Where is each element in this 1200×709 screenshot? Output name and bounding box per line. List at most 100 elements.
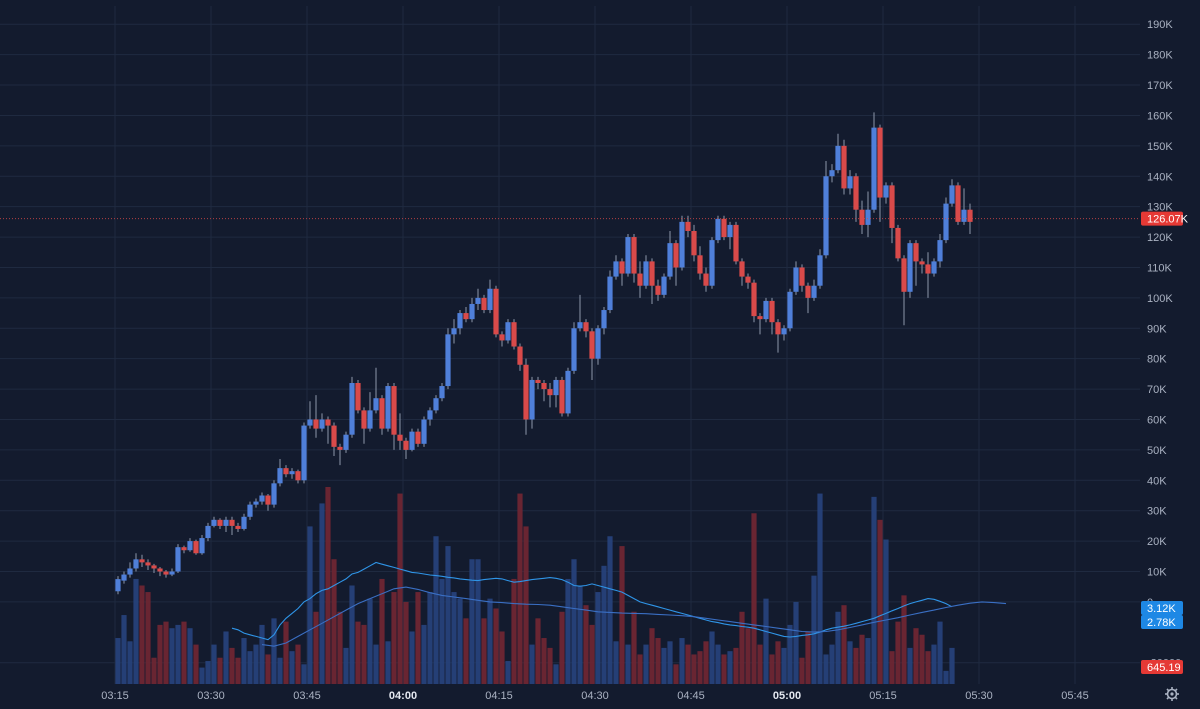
candle [487, 279, 493, 314]
candle-body [583, 322, 589, 332]
y-tick-label: 150K [1147, 141, 1173, 153]
settings-button[interactable] [1165, 687, 1179, 701]
last-price-badge-label: 126.07K [1147, 214, 1189, 226]
candle-body [571, 328, 577, 371]
candle [673, 240, 679, 286]
candle-body [157, 568, 163, 572]
volume-bar [691, 654, 697, 684]
x-tick-label: 05:30 [965, 690, 993, 702]
x-tick-label: 04:30 [581, 690, 609, 702]
volume-bar [613, 641, 619, 684]
candle-body [631, 237, 637, 274]
volume-bar [895, 621, 901, 684]
candle-body [811, 285, 817, 298]
volume-bar [943, 670, 949, 684]
candle [595, 325, 601, 365]
candle-body [769, 300, 775, 323]
candle [139, 554, 145, 567]
volume-bar [427, 592, 433, 684]
volume-bar [325, 487, 331, 684]
x-tick-label: 03:30 [197, 690, 225, 702]
y-tick-label: 100K [1147, 293, 1173, 305]
volume-bar [211, 644, 217, 684]
candle [301, 422, 307, 484]
candle [955, 182, 961, 225]
candle-body [247, 504, 253, 517]
volume-bar [121, 615, 127, 684]
y-tick-label: 60K [1147, 414, 1167, 426]
candle [679, 215, 685, 271]
volume-bar [271, 618, 277, 684]
candle [589, 328, 595, 380]
candle [115, 576, 121, 595]
y-tick-label: 70K [1147, 384, 1167, 396]
volume-bar [655, 638, 661, 684]
candle [517, 343, 523, 371]
candle-body [523, 364, 529, 420]
y-tick-label: 190K [1147, 19, 1173, 31]
volume-bar [133, 578, 139, 684]
candle-body [427, 410, 433, 420]
candle [133, 553, 139, 572]
candle-body [871, 127, 877, 210]
candle [715, 215, 721, 244]
candle [571, 322, 577, 374]
candle-body [949, 185, 955, 204]
candle-body [679, 221, 685, 268]
volume-bar [571, 559, 577, 684]
candle [913, 240, 919, 286]
volume-bar [391, 592, 397, 684]
x-tick-label: 04:45 [677, 690, 705, 702]
volume-bar [193, 644, 199, 684]
candle [211, 516, 217, 528]
volume-ma-fast-badge-label: 3.12K [1147, 603, 1176, 615]
volume-bar [673, 664, 679, 684]
volume-ma-fast-badge: 3.12K [1141, 601, 1183, 615]
candle [619, 258, 625, 286]
candle-body [781, 328, 787, 335]
candle-body [469, 303, 475, 320]
volume-bar [127, 641, 133, 684]
volume-bar [463, 618, 469, 684]
candle-body [931, 261, 937, 274]
candle [271, 480, 277, 508]
volume-bar [949, 647, 955, 684]
candle-body [139, 559, 145, 563]
volume-bar [283, 621, 289, 684]
candle [193, 539, 199, 555]
candle [709, 237, 715, 289]
candle-body [823, 176, 829, 256]
volume-bar [697, 651, 703, 684]
candle [421, 416, 427, 447]
candle-body [379, 398, 385, 429]
candle-body [877, 127, 883, 198]
volume-bar [259, 624, 265, 684]
volume-bar [757, 644, 763, 684]
candle [283, 465, 289, 478]
candle [367, 392, 373, 432]
candle [799, 264, 805, 292]
volume-ma-fast-badge-bg [1141, 601, 1183, 615]
volume-bar [541, 638, 547, 684]
candle-body [391, 386, 397, 435]
gear-icon[interactable] [1166, 688, 1178, 700]
volume-ma-slow-line [261, 586, 1007, 647]
x-tick-label: 05:15 [869, 690, 897, 702]
candle-body [901, 258, 907, 292]
candle [127, 562, 133, 578]
candle [943, 197, 949, 244]
candle-body [541, 383, 547, 390]
volume-bar [835, 611, 841, 684]
volume-bar [343, 647, 349, 684]
candle [247, 501, 253, 520]
volume-ma-slow-badge-bg [1141, 615, 1183, 629]
candle [511, 319, 517, 350]
candle-body [595, 328, 601, 359]
volume-bar [475, 559, 481, 684]
candle [769, 297, 775, 335]
candle [295, 469, 301, 484]
volume-bar [199, 667, 205, 684]
candle-body [181, 547, 187, 551]
candle [607, 270, 613, 314]
